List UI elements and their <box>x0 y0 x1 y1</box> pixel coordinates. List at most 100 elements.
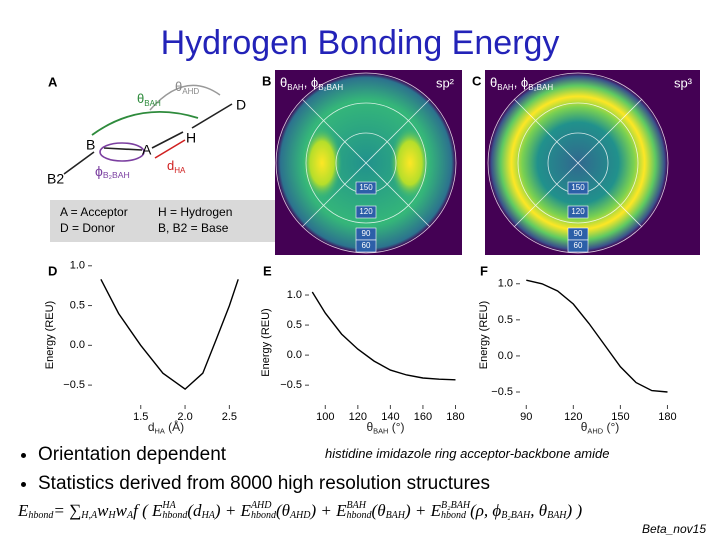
panel-label: C <box>472 73 482 88</box>
formula-indices: HA <box>202 501 215 521</box>
formula-sub: BAH <box>547 510 567 522</box>
x-tick-label: 160 <box>414 411 432 423</box>
symbol-label: dHA <box>167 158 186 175</box>
ring-label-box <box>567 239 589 253</box>
atom-label: B2 <box>47 171 64 187</box>
formula-sub: hbond <box>250 510 276 522</box>
panel-label: B <box>262 73 271 88</box>
y-tick-label: −0.5 <box>63 379 85 391</box>
formula-sup: HA <box>162 500 176 512</box>
energy-curve <box>311 291 456 381</box>
symbol-main: ϕ <box>95 163 103 179</box>
heading-main: , ϕ <box>514 75 529 90</box>
formula-text: (θ <box>275 501 290 521</box>
y-axis-label: Energy (REU) <box>260 308 272 376</box>
ring-label: 150 <box>571 183 585 192</box>
y-tick-label: −0.5 <box>280 379 302 391</box>
y-tick-label: 0.5 <box>498 314 513 326</box>
formula-text: w <box>115 501 127 521</box>
formula-sub: AHD <box>289 510 311 522</box>
symbol-unit: (°) <box>603 420 619 434</box>
bullet: Statistics derived from 8000 high resolu… <box>38 469 490 498</box>
atom-label: H <box>186 130 196 146</box>
formula-text: = ∑ <box>53 501 82 521</box>
formula-indices: BAH <box>386 501 405 521</box>
symbol-main: θ <box>366 420 373 434</box>
legend-box <box>50 200 276 242</box>
symbol-unit: (Å) <box>165 419 184 434</box>
y-tick-label: 0.0 <box>70 339 85 351</box>
formula-sub: H <box>108 510 116 522</box>
legend-text: A = Acceptor <box>60 205 128 219</box>
atom-label: D <box>236 97 246 113</box>
x-tick-label: 100 <box>316 411 334 423</box>
symbol-main: θ <box>581 420 588 434</box>
ring-label: 90 <box>574 229 583 238</box>
formula-text: E <box>18 501 29 521</box>
heading-sub: BAH <box>497 83 514 92</box>
slide-title: Hydrogen Bonding Energy <box>161 24 560 62</box>
panel-heading: θBAH, ϕB₂BAH <box>280 75 343 92</box>
molecule-diagram <box>63 103 233 175</box>
formula-indices: AHD hbond <box>251 501 276 521</box>
formula-text: (ρ, ϕ <box>470 501 502 521</box>
formula-sup: BAH <box>346 500 366 512</box>
ring-label-box <box>567 181 589 195</box>
symbol-label: θAHD (°) <box>581 420 620 435</box>
ring-label: 90 <box>362 229 371 238</box>
atom-label: B <box>86 137 95 153</box>
formula-sub: A <box>127 510 134 522</box>
x-tick-label: 140 <box>381 411 399 423</box>
panel-label: D <box>48 263 57 278</box>
heading-sub: B₂BAH <box>318 83 343 92</box>
energy-curve <box>526 279 668 393</box>
hybrid-label: sp² <box>436 75 455 90</box>
x-tick-label: 120 <box>349 411 367 423</box>
panel-label: A <box>48 74 58 89</box>
heading-sub: B₂BAH <box>528 83 553 92</box>
symbol-main: d <box>148 420 155 434</box>
symbol-sub: HA <box>174 166 186 175</box>
x-tick-label: 90 <box>520 411 532 423</box>
formula-text: w <box>97 501 109 521</box>
symbol-sub: B₂BAH <box>103 170 130 180</box>
legend-text: H = Hydrogen <box>158 205 232 219</box>
formula-text: ) + E <box>310 501 347 521</box>
x-tick-label: 180 <box>658 411 676 423</box>
bullet: Orientation dependent <box>38 440 490 469</box>
formula-sub: HA <box>201 510 215 522</box>
formula-indices: BAH <box>547 501 566 521</box>
symbol-sub: AHD <box>587 427 603 436</box>
heading-main: θ <box>490 75 497 90</box>
polar-plot <box>275 70 462 255</box>
formula-sup: AHD <box>250 500 272 512</box>
x-tick-label: 120 <box>564 411 582 423</box>
x-tick-label: 180 <box>446 411 464 423</box>
ring-label: 150 <box>359 183 373 192</box>
distance-arrow <box>154 139 186 159</box>
ring-label: 60 <box>362 241 371 250</box>
formula-indices: A <box>127 501 133 521</box>
formula-sub: H,A <box>81 510 98 522</box>
symbol-main: d <box>167 158 174 173</box>
legend-text: B, B2 = Base <box>158 221 229 235</box>
symbol-label: θAHD <box>175 79 199 96</box>
formula-text: ) + E <box>214 501 251 521</box>
caption: histidine imidazole ring acceptor-backbo… <box>325 446 610 461</box>
symbol-sub: BAH <box>144 99 161 108</box>
symbol-label: θBAH <box>137 91 161 108</box>
symbol-sub: HA <box>155 427 165 436</box>
ring-label: 120 <box>359 207 373 216</box>
y-tick-label: 0.5 <box>287 319 302 331</box>
y-tick-label: 1.0 <box>498 278 513 290</box>
y-axis-label: Energy (REU) <box>44 301 56 369</box>
formula-sub: hbond <box>346 510 372 522</box>
formula-sub: hbond <box>162 510 188 522</box>
x-tick-label: 150 <box>611 411 629 423</box>
panel-label: F <box>480 263 488 278</box>
formula-indices: BAH hbond <box>347 501 372 521</box>
polar-plot <box>485 70 700 255</box>
symbol-main: θ <box>175 79 182 94</box>
